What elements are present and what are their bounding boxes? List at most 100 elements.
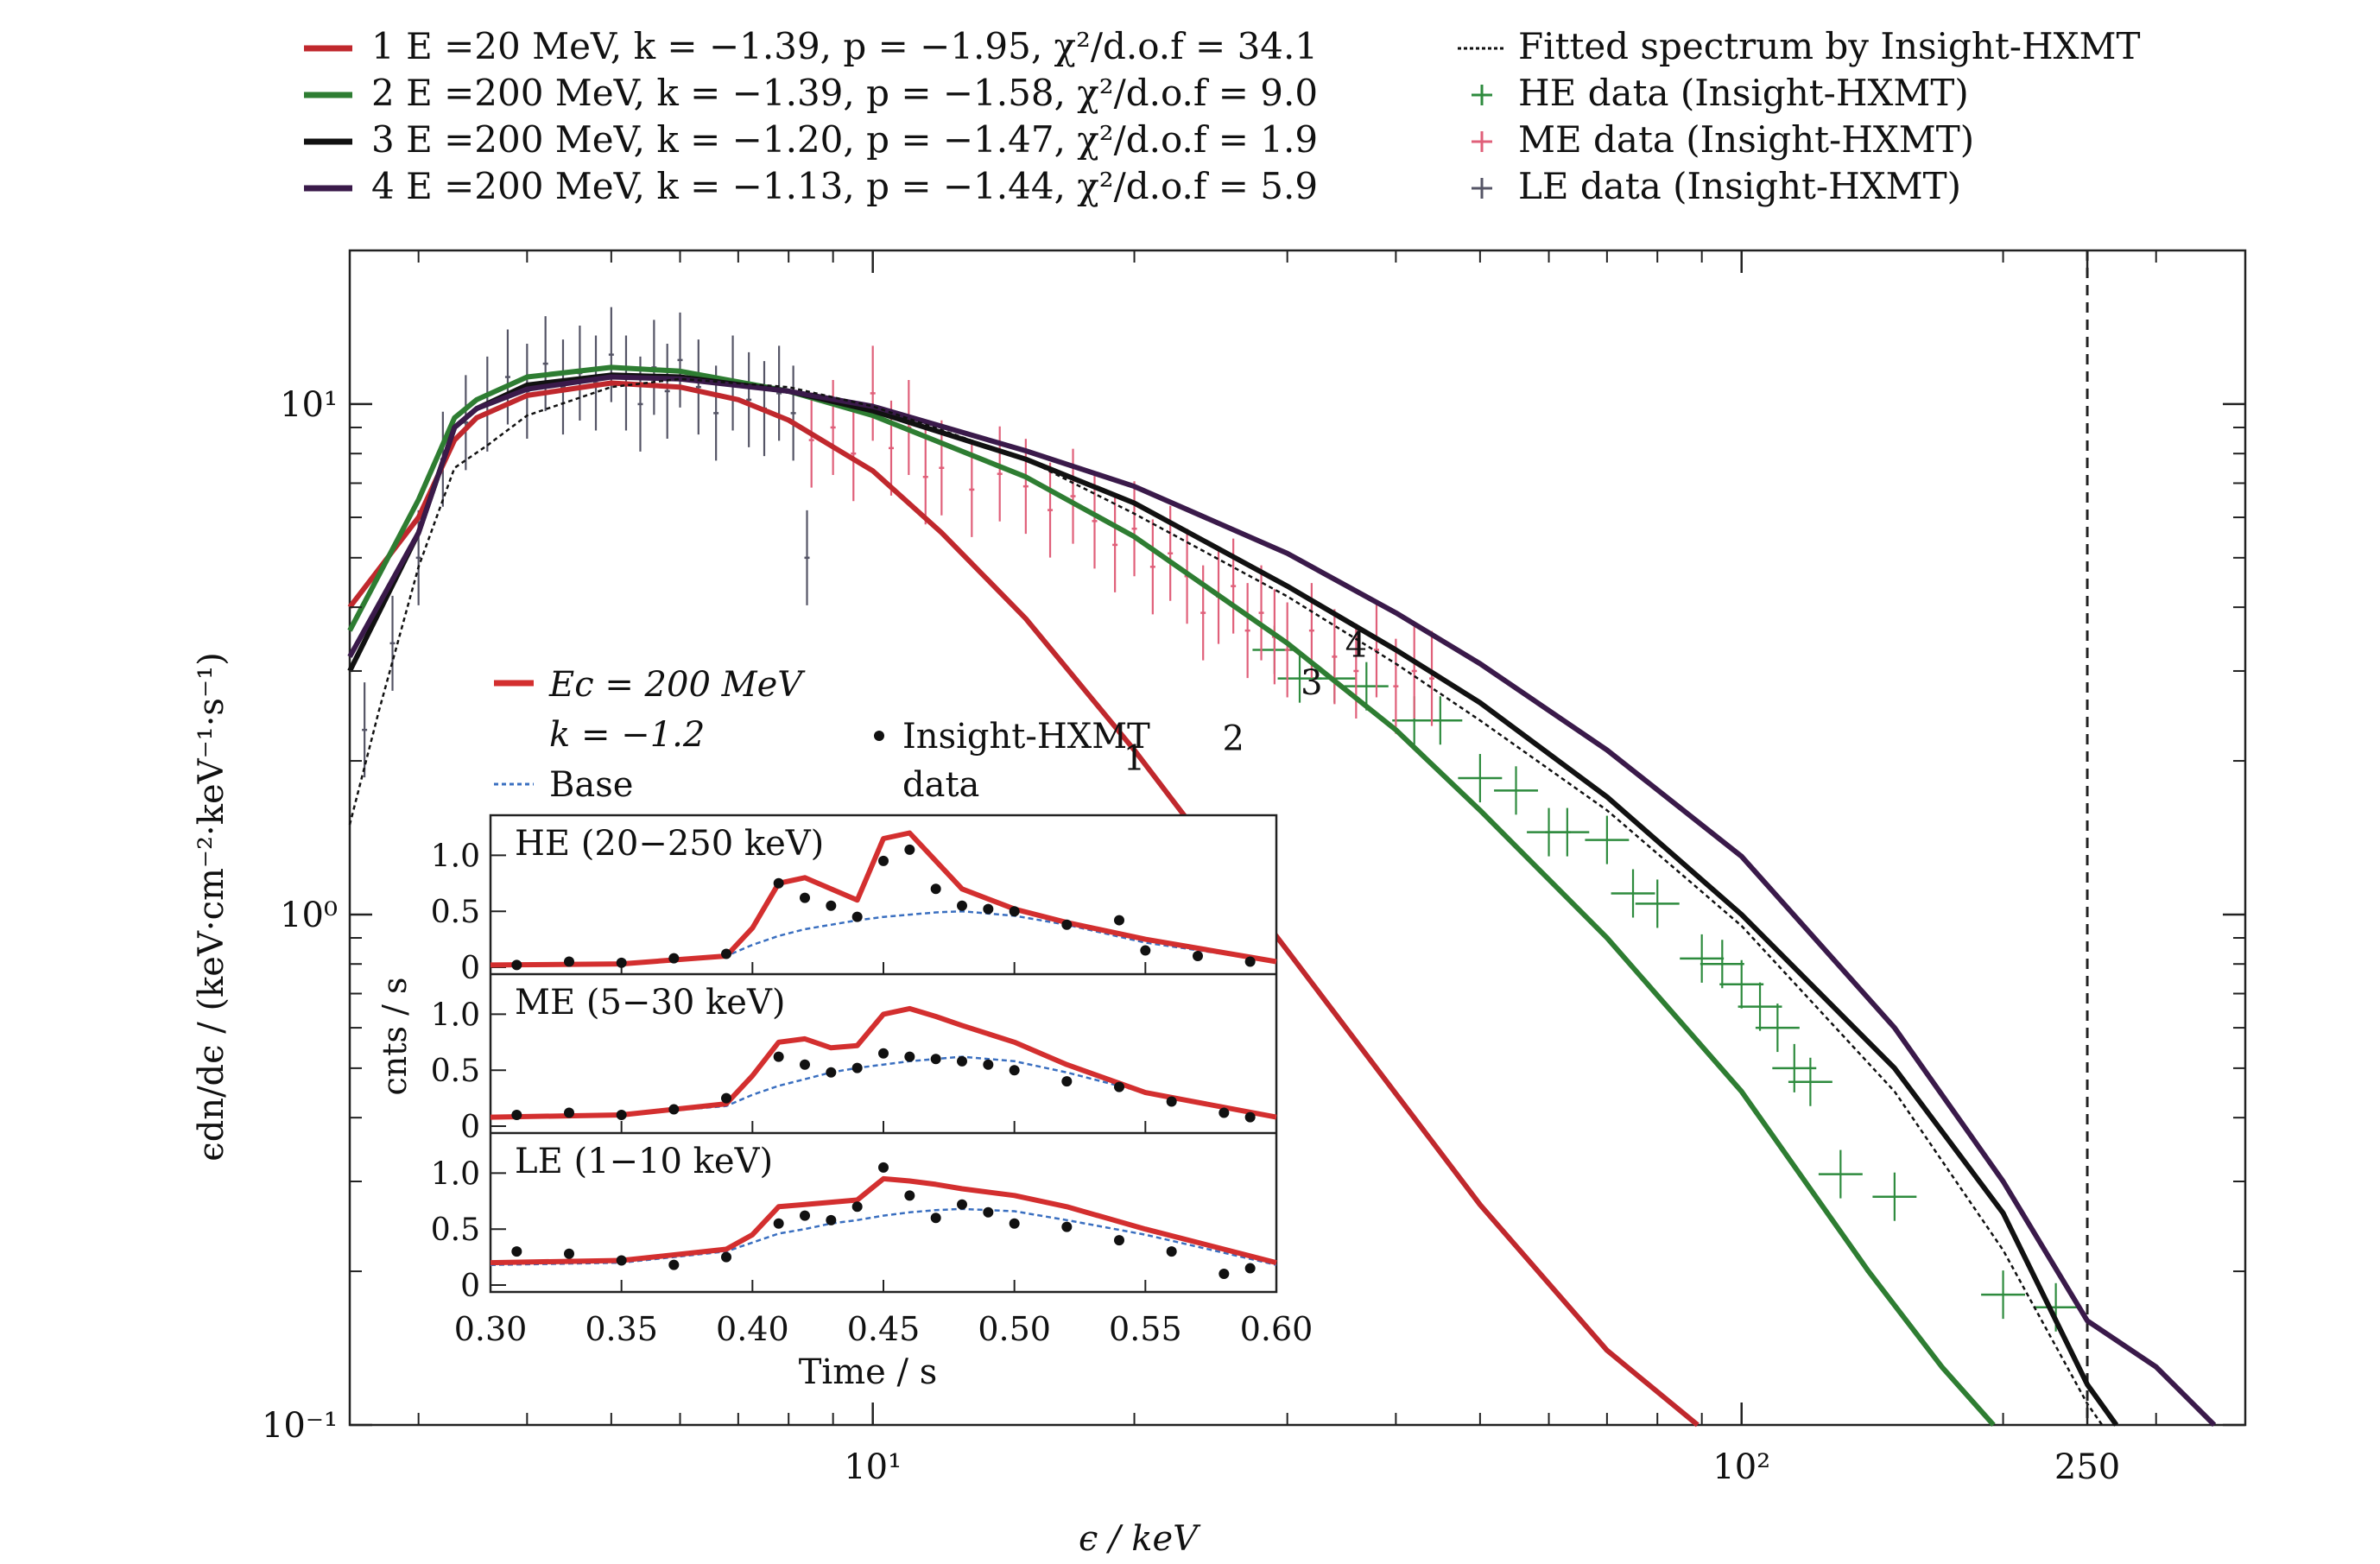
inset-x-axis-label: Time / s <box>799 1352 938 1392</box>
legend-entry-text: 1 E =20 MeV, k = −1.39, p = −1.95, χ²/d.… <box>371 25 1318 67</box>
inset-x-tick-label: 0.35 <box>585 1310 658 1348</box>
inset-data-dot <box>1114 1081 1124 1092</box>
inset-data-dot <box>851 1201 863 1213</box>
inset-panel-label: LE (1−10 keV) <box>515 1142 773 1181</box>
inset-data-dot <box>1009 1065 1020 1076</box>
inset-data-dot <box>668 953 680 964</box>
inset-data-dot <box>878 1048 889 1059</box>
inset-data-dot <box>721 1092 731 1104</box>
inset-data-dot <box>564 1107 574 1118</box>
inset-data-dot <box>851 1062 863 1073</box>
curve-number-labels: 1 2 34 <box>1124 625 1367 778</box>
inset-data-dot <box>773 1218 784 1229</box>
inset-y-tick-label: 1.0 <box>431 1156 480 1192</box>
legend-entry-text: ME data (Insight-HXMT) <box>1518 118 1974 161</box>
inset-data-dot <box>616 957 627 968</box>
inset-data-dot <box>800 892 810 903</box>
inset-y-tick-label: 0 <box>460 1110 480 1145</box>
inset-y-tick-label: 1.0 <box>431 839 480 874</box>
main-y-axis-label: ϵdn/dϵ / (keV·cm⁻²·keV⁻¹·s⁻¹) <box>192 652 231 1161</box>
inset-y-tick-label: 0 <box>460 1269 480 1304</box>
inset-y-tick-label: 0 <box>460 951 480 986</box>
inset-base-line <box>490 1207 1277 1266</box>
series-line-fitted-spectrum-by-insight-hxmt <box>348 377 2104 1426</box>
x-tick-label: 250 <box>2054 1447 2120 1487</box>
inset-data-dot <box>1244 956 1256 967</box>
inset-data-dot <box>851 911 863 922</box>
x-tick-label: 10² <box>1712 1447 1770 1487</box>
inset-data-dot <box>800 1210 810 1221</box>
inset-data-dot <box>1114 1235 1124 1246</box>
inset-data-dot <box>983 1206 994 1218</box>
curve-label-4: 4 <box>1345 625 1367 665</box>
inset-data-dot <box>930 883 941 895</box>
legend-entry-text: 4 E =200 MeV, k = −1.13, p = −1.44, χ²/d… <box>371 165 1318 207</box>
curve-label-1: 1 <box>1124 739 1145 779</box>
y-tick-label: 10¹ <box>280 385 338 425</box>
x-tick-label: 10¹ <box>844 1447 902 1487</box>
inset-data-dot <box>1244 1263 1256 1274</box>
inset-x-tick-label: 0.50 <box>978 1310 1051 1348</box>
inset-data-dot <box>983 903 994 915</box>
inset-data-dot <box>668 1104 680 1115</box>
inset-data-dot <box>1009 906 1020 917</box>
legend-entry-text: 2 E =200 MeV, k = −1.39, p = −1.58, χ²/d… <box>371 72 1318 114</box>
inset-x-tick-label: 0.60 <box>1240 1310 1313 1348</box>
inset-data-dot <box>800 1059 810 1070</box>
inset-y-tick-label: 1.0 <box>431 997 480 1033</box>
inset-panel: Ec = 200 MeV k = −1.2 Base Insight-HXMT … <box>376 665 1313 1392</box>
legend-entry-text: Fitted spectrum by Insight-HXMT <box>1518 25 2141 67</box>
inset-data-dot <box>773 877 784 889</box>
main-legend: 1 E =20 MeV, k = −1.39, p = −1.95, χ²/d.… <box>304 25 2141 207</box>
inset-data-dot <box>878 855 889 866</box>
inset-data-dot <box>616 1110 627 1121</box>
inset-data-dot <box>721 1251 731 1263</box>
inset-legend-model-label: Ec = 200 MeV <box>548 665 806 705</box>
inset-data-dot <box>1140 945 1151 956</box>
inset-panels: 0 0.5 1.0 HE (20−250 keV) 0 0.5 1.0 ME (5−30 ke… <box>431 814 1313 1348</box>
y-tick-label: 10⁻¹ <box>262 1406 338 1446</box>
main-x-axis-label: ϵ / keV <box>1079 1519 1201 1559</box>
inset-data-dot <box>878 1162 889 1173</box>
inset-data-dot <box>1114 915 1124 926</box>
inset-x-tick-label: 0.45 <box>847 1310 921 1348</box>
inset-model-line <box>490 830 1277 968</box>
inset-data-dot <box>511 959 522 971</box>
inset-data-dot <box>826 1214 837 1225</box>
legend-entry-text: HE data (Insight-HXMT) <box>1518 72 1969 114</box>
inset-data-dot <box>773 1051 784 1062</box>
main-lines-layer <box>347 364 2217 1428</box>
inset-legend-base-label: Base <box>549 765 633 805</box>
inset-data-dot <box>826 1067 837 1078</box>
inset-data-dot <box>930 1054 941 1065</box>
inset-data-dot <box>511 1110 522 1121</box>
curve-label-2: 2 <box>1222 719 1244 759</box>
series-line-1 <box>347 380 1700 1428</box>
inset-legend: Ec = 200 MeV k = −1.2 Base Insight-HXMT … <box>494 665 1150 805</box>
inset-data-dot <box>1218 1269 1230 1280</box>
inset-panel-label: ME (5−30 keV) <box>515 983 785 1023</box>
inset-data-dot <box>1061 1076 1073 1087</box>
inset-data-dot <box>904 1051 915 1062</box>
curve-label-3: 3 <box>1301 663 1322 703</box>
inset-data-dot <box>957 900 967 911</box>
inset-model-line <box>490 1005 1277 1120</box>
inset-y-axis-label: cnts / s <box>376 978 414 1096</box>
inset-base-line <box>490 1055 1277 1118</box>
main-plot-frame <box>348 249 2247 1427</box>
inset-x-tick-label: 0.40 <box>716 1310 789 1348</box>
inset-y-tick-label: 0.5 <box>431 1054 480 1089</box>
legend-entry-text: 3 E =200 MeV, k = −1.20, p = −1.47, χ²/d… <box>371 118 1318 161</box>
inset-legend-data-label-2: data <box>902 765 979 805</box>
inset-data-dot <box>904 844 915 855</box>
inset-data-dot <box>668 1259 680 1270</box>
y-tick-label: 10⁰ <box>280 896 338 935</box>
legend-entry-text: LE data (Insight-HXMT) <box>1518 165 1961 207</box>
inset-data-dot <box>1218 1107 1230 1118</box>
inset-data-dot <box>511 1246 522 1257</box>
inset-legend-k-label: k = −1.2 <box>549 715 705 755</box>
main-axis-ticks: 10¹ 10² 250 10⁻¹ 10⁰ 10¹ <box>262 250 2245 1487</box>
inset-data-dot <box>1061 1221 1073 1232</box>
inset-data-dot <box>1193 951 1203 962</box>
